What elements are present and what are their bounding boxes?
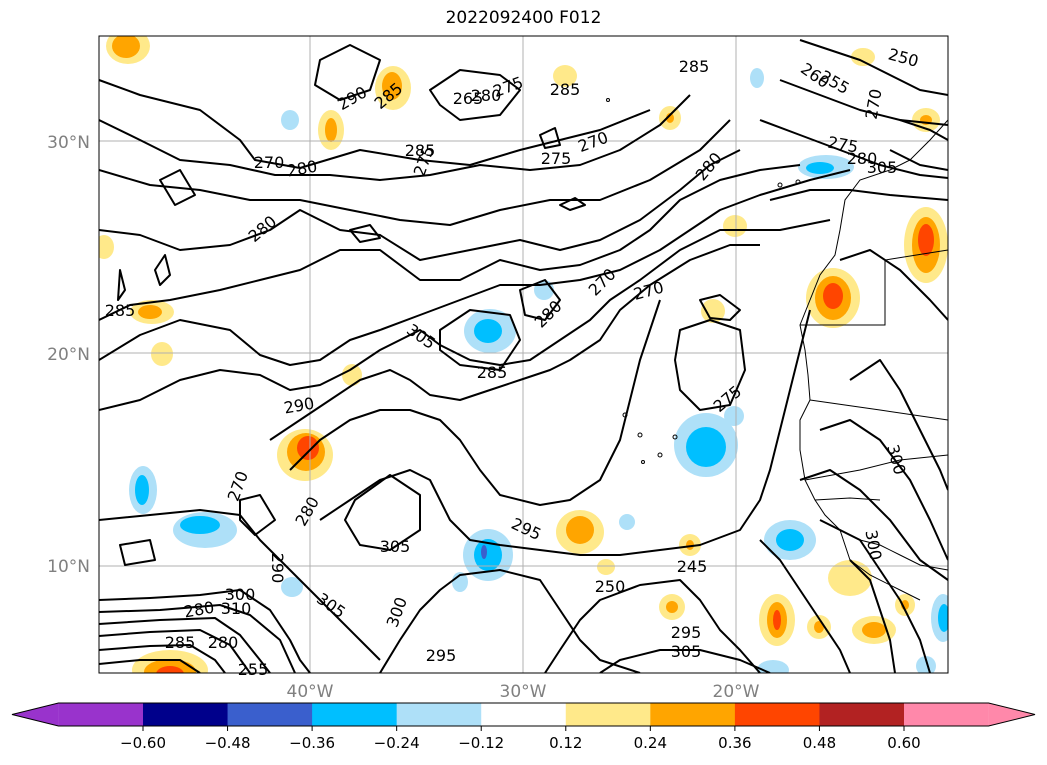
colorbar-segment — [904, 703, 989, 726]
positive-shading-patch — [659, 106, 681, 130]
lon-label: 40°W — [287, 682, 334, 702]
positive-shading-patch — [659, 594, 685, 620]
colorbar-segment — [396, 703, 482, 726]
negative-shading-patch — [764, 520, 816, 560]
colorbar-tick-label: −0.48 — [205, 734, 251, 752]
contour-label: 285 — [165, 633, 196, 652]
positive-shading-patch — [759, 594, 795, 646]
positive-shading-patch — [828, 560, 872, 596]
colorbar: −0.60 −0.48 −0.36 −0.24 −0.12 0.12 0.24 0.36 0.4… — [11, 702, 1036, 752]
contour-label: 280 — [471, 86, 502, 105]
contour-label: 295 — [426, 646, 457, 665]
negative-shading-patch — [619, 514, 635, 530]
colorbar-tick-label: −0.24 — [374, 734, 420, 752]
contour-label: 280 — [208, 633, 239, 652]
colorbar-tick-label: 0.12 — [549, 734, 582, 752]
colorbar-segment — [650, 703, 736, 726]
contour-label: 305 — [671, 642, 702, 661]
gridlines — [99, 36, 948, 673]
positive-shading-patch — [151, 342, 173, 366]
contour-label: 265 — [453, 89, 484, 108]
lon-label: 30°W — [500, 682, 547, 702]
contour-label: 245 — [677, 557, 708, 576]
contour-label: 285 — [405, 141, 436, 160]
colorbar-segment — [565, 703, 651, 726]
negative-shading-patch — [281, 110, 299, 130]
colorbar-segment — [143, 703, 229, 726]
colorbar-tick-label: 0.24 — [634, 734, 667, 752]
colorbar-tick-label: 0.48 — [803, 734, 836, 752]
positive-shading-patch — [807, 615, 831, 639]
positive-shading-patch — [130, 300, 174, 324]
positive-shading-patch — [723, 215, 747, 237]
positive-shading-patch — [375, 66, 411, 110]
colorbar-segment — [312, 703, 398, 726]
lat-label: 10°N — [47, 557, 90, 577]
negative-shading-patch — [931, 594, 948, 642]
negative-shading-patch — [129, 466, 157, 514]
colorbar-tick-label: −0.12 — [458, 734, 504, 752]
colorbar-segment — [734, 703, 820, 726]
colorbar-tick-label: −0.60 — [120, 734, 166, 752]
contour-label: 305 — [867, 158, 898, 177]
contour-label: 285 — [477, 363, 508, 382]
map-title: 2022092400 F012 — [445, 8, 602, 28]
positive-shading-patch — [556, 510, 604, 554]
positive-shading-patch — [851, 48, 875, 66]
latitude-labels: 30°N 20°N 10°N — [47, 133, 90, 577]
longitude-labels: 40°W 30°W 20°W — [287, 682, 760, 702]
contour-label: 270 — [254, 153, 285, 172]
positive-shading-patch — [904, 207, 948, 283]
positive-shading-patch — [99, 235, 114, 259]
islands — [606, 98, 801, 464]
positive-shading-patch — [342, 364, 362, 386]
negative-shading-patch — [750, 68, 764, 88]
colorbar-segment — [481, 703, 567, 726]
lon-label: 20°W — [713, 682, 760, 702]
contour-label: 295 — [671, 623, 702, 642]
contour-label: 310 — [221, 599, 252, 618]
colorbar-segment — [819, 703, 905, 726]
colorbar-extend-min — [12, 703, 59, 726]
negative-shading-patch — [173, 512, 237, 548]
contour-label: 280 — [847, 149, 878, 168]
colorbar-tick-label: −0.36 — [289, 734, 335, 752]
positive-shading-patch — [106, 36, 150, 64]
colorbar-segment — [58, 703, 143, 726]
lat-label: 20°N — [47, 345, 90, 365]
contour-label: 300 — [225, 585, 256, 604]
negative-shading-patch — [463, 529, 513, 581]
contour-label: 285 — [679, 57, 710, 76]
colorbar-tick-label: 0.60 — [887, 734, 920, 752]
contour-label: 250 — [595, 577, 626, 596]
contour-label: 255 — [238, 660, 269, 679]
positive-shading-patch — [597, 559, 615, 575]
contour-label: 285 — [550, 80, 581, 99]
positive-shading-patch — [701, 299, 725, 323]
coastlines — [799, 119, 948, 601]
lat-label: 30°N — [47, 133, 90, 153]
positive-shading-patch — [806, 268, 860, 328]
negative-shading-patch — [724, 406, 744, 426]
contour-label: 290 — [268, 553, 287, 584]
negative-shading-patch — [464, 309, 516, 353]
positive-shading-patch — [318, 110, 344, 150]
map-frame — [98, 35, 949, 674]
colorbar-outline — [11, 702, 1036, 727]
contour-label: 285 — [105, 301, 136, 320]
negative-shading-patch — [916, 656, 936, 673]
contour-label: 305 — [380, 537, 411, 556]
contour-label: 275 — [541, 149, 572, 168]
positive-shading-patch — [553, 65, 577, 87]
colorbar-extend-max — [988, 703, 1035, 726]
colorbar-segment — [227, 703, 313, 726]
negative-shading-patch — [281, 577, 303, 597]
colorbar-tick-label: 0.36 — [718, 734, 751, 752]
negative-shading-patch — [674, 413, 738, 477]
